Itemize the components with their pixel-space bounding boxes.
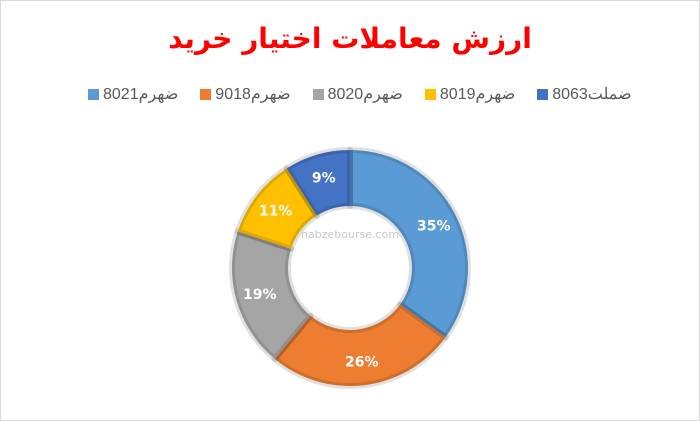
legend-item: ضملت8063: [537, 84, 632, 104]
donut-slice: [347, 147, 471, 341]
slice-label: 9%: [312, 171, 336, 187]
donut-slice: [229, 228, 314, 362]
legend-swatch: [200, 88, 212, 100]
slice-label: 26%: [345, 354, 379, 370]
donut-slice: [271, 301, 449, 389]
legend-swatch: [88, 88, 99, 100]
watermark: nabzebourse.com: [301, 228, 399, 241]
legend-label: ضهرم8019: [439, 86, 516, 103]
legend-swatch: [312, 88, 324, 100]
slice-label: 11%: [259, 203, 293, 219]
legend-label: ضملت8063: [552, 86, 632, 103]
chart-title: ارزش معاملات اختیار خرید: [168, 22, 532, 55]
legend: ضهرم8021 ضهرم9018 ضهرم8020 ضهرم8019 ضملت…: [88, 84, 632, 104]
legend-item: ضهرم8021: [88, 84, 178, 104]
donut-slice: [283, 147, 353, 219]
legend-item: ضهرم8020: [312, 84, 403, 104]
legend-label: ضهرم8021: [103, 86, 179, 103]
legend-item: ضهرم8019: [424, 84, 516, 104]
legend-item: ضهرم9018: [200, 84, 291, 104]
slice-label: 35%: [417, 218, 451, 234]
slice-label: 19%: [243, 287, 277, 303]
legend-swatch: [424, 88, 436, 100]
legend-label: ضهرم8020: [327, 86, 403, 103]
donut-slice: [234, 165, 320, 252]
legend-swatch: [537, 88, 549, 100]
legend-label: ضهرم9018: [215, 86, 291, 103]
